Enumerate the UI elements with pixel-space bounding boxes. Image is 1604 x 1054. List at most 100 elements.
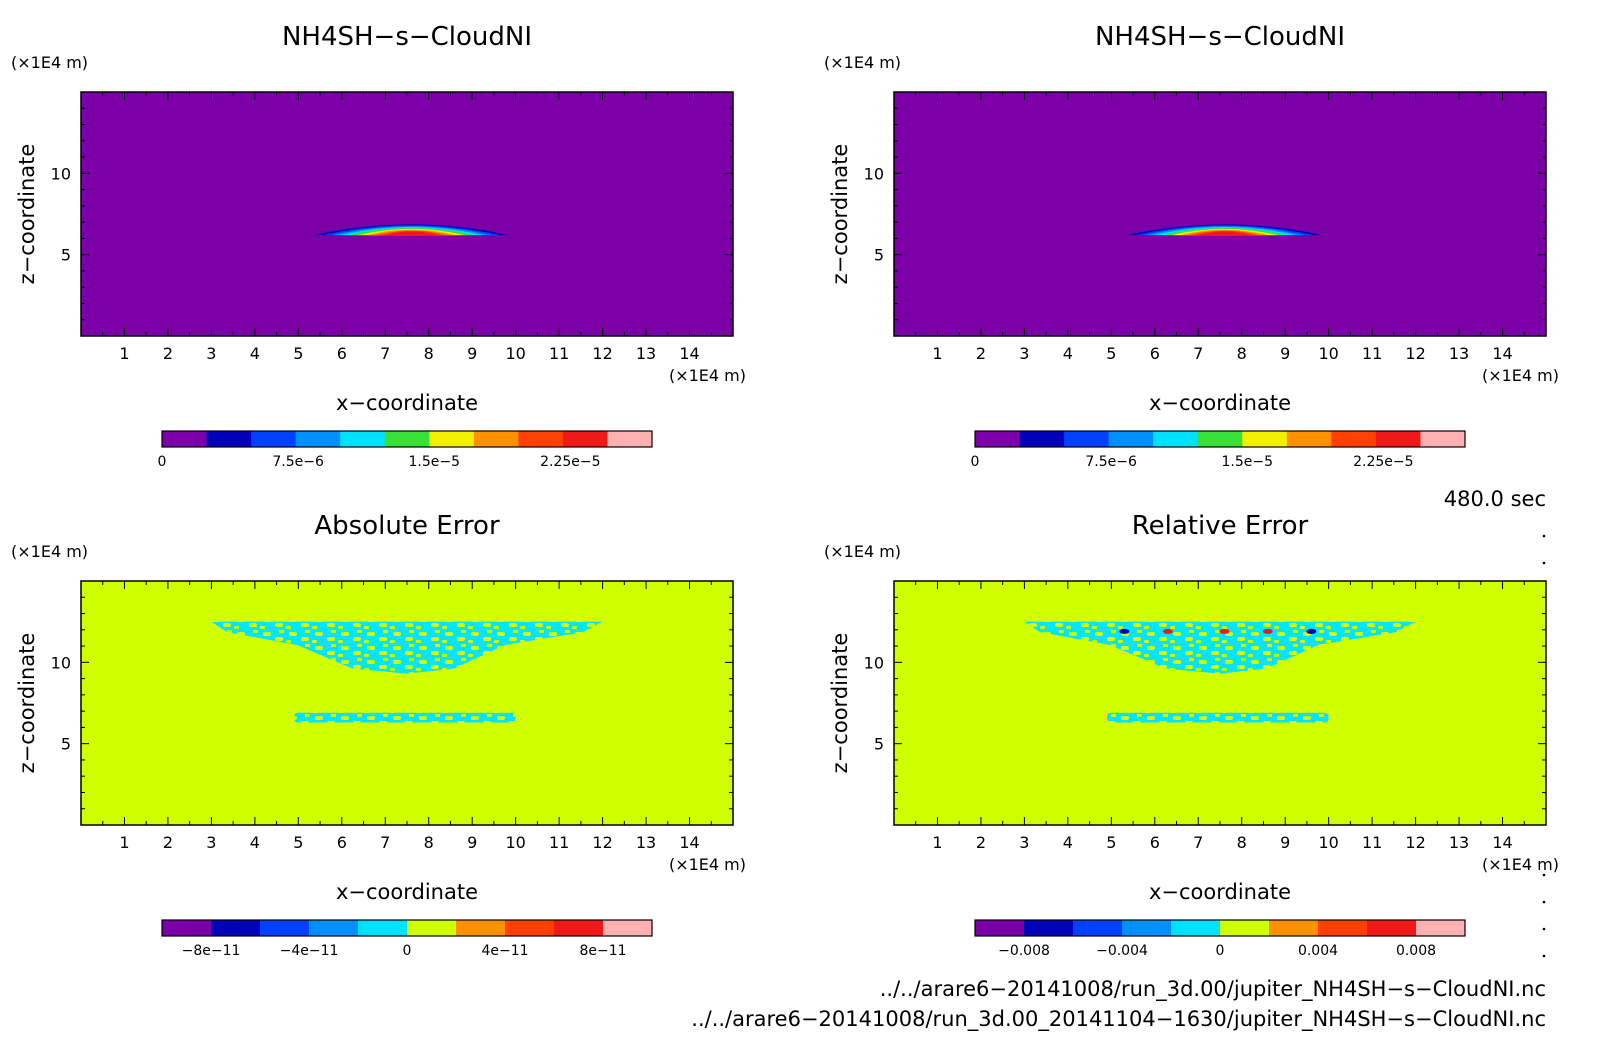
colorbar: 0 7.5e−6 1.5e−5 2.25e−5: [158, 430, 653, 470]
colorbar-label: 1.5e−5: [1221, 454, 1273, 470]
error-speckle-lower: [1106, 712, 1329, 723]
colorbar-label: 8e−11: [579, 943, 626, 959]
colorbar-frame: [974, 430, 1466, 448]
y-axis-label: z−coordinate: [828, 633, 852, 774]
x-tick-label: 6: [337, 833, 347, 852]
x-tick-label: 12: [592, 344, 612, 363]
x-tick-label: 6: [337, 344, 347, 363]
field-layer: [313, 224, 510, 236]
colorbar-swatch: [1420, 431, 1466, 447]
colorbar-swatch: [518, 431, 564, 447]
colorbar-swatch: [1286, 431, 1332, 447]
margin-dot: [1542, 954, 1546, 958]
colorbar-swatch: [1019, 431, 1065, 447]
x-tick-label: 4: [250, 833, 260, 852]
x-axis-label: x−coordinate: [336, 391, 478, 415]
x-tick-label: 1: [119, 833, 129, 852]
z-unit-label: (×1E4 m): [824, 542, 901, 561]
panel-1: NH4SH−s−CloudNI(×1E4 m)1 2 3 4 5 6 7 8 9 10 11 12 13…: [11, 22, 746, 470]
x-axis-label: x−coordinate: [336, 880, 478, 904]
colorbar-swatch: [473, 431, 519, 447]
x-tick-label: 9: [467, 833, 477, 852]
colorbar-swatch: [358, 920, 408, 936]
plot-area: [81, 581, 733, 825]
colorbar-swatch: [295, 431, 341, 447]
colorbar-label: −0.004: [1096, 943, 1148, 959]
colorbar-swatch: [162, 431, 208, 447]
y-tick-label: 5: [61, 246, 71, 265]
colorbar-frame: [161, 919, 653, 937]
field-layer: [211, 621, 603, 723]
colorbar-swatch: [562, 431, 608, 447]
colorbar-swatch: [1171, 920, 1221, 936]
x-tick-label: 4: [1063, 344, 1073, 363]
x-tick-label: 14: [679, 833, 699, 852]
colorbar-swatch: [505, 920, 555, 936]
x-tick-label: 9: [1280, 344, 1290, 363]
colorbar-label: 1.5e−5: [408, 454, 460, 470]
x-tick-label: 6: [1150, 344, 1160, 363]
error-spot: [1219, 628, 1230, 634]
cloud-contour-9: [1197, 231, 1251, 236]
y-tick-label: 10: [51, 653, 71, 672]
colorbar-frame: [974, 919, 1466, 937]
x-tick-label: 5: [293, 833, 303, 852]
colorbar-swatch: [251, 431, 297, 447]
x-tick-label: 5: [1106, 344, 1116, 363]
y-axis-label: z−coordinate: [15, 633, 39, 774]
x-tick-label: 2: [976, 833, 986, 852]
colorbar-frame: [161, 430, 653, 448]
colorbar-swatch: [1108, 431, 1154, 447]
colorbar-swatch: [1122, 920, 1172, 936]
colorbar-label: 4e−11: [481, 943, 528, 959]
colorbar-swatch: [1416, 920, 1466, 936]
x-tick-label: 14: [679, 344, 699, 363]
panel-title: NH4SH−s−CloudNI: [282, 22, 532, 52]
colorbar-swatch: [975, 920, 1025, 936]
error-spot: [1119, 628, 1130, 634]
colorbar-label: 2.25e−5: [1353, 454, 1413, 470]
margin-dot: [1542, 561, 1546, 565]
x-tick-label: 5: [1106, 833, 1116, 852]
error-speckle-lower: [293, 712, 516, 723]
x-tick-label: 8: [424, 833, 434, 852]
x-unit-label: (×1E4 m): [1482, 855, 1559, 874]
x-tick-label: 10: [1318, 833, 1338, 852]
x-tick-label: 1: [932, 833, 942, 852]
x-unit-label: (×1E4 m): [669, 855, 746, 874]
margin-dot: [1542, 927, 1546, 931]
colorbar-label: 0: [971, 454, 980, 470]
y-tick-label: 10: [51, 164, 71, 183]
x-tick-label: 11: [1362, 833, 1382, 852]
x-tick-label: 9: [1280, 833, 1290, 852]
colorbar-label: 0: [158, 454, 167, 470]
x-tick-label: 1: [932, 344, 942, 363]
colorbar-label: 0.008: [1396, 943, 1436, 959]
x-tick-label: 1: [119, 344, 129, 363]
x-tick-label: 2: [976, 344, 986, 363]
colorbar-swatch: [1242, 431, 1288, 447]
colorbar: −0.008 −0.004 0 0.004 0.008: [974, 919, 1466, 959]
field-layer: [1024, 621, 1416, 723]
colorbar-swatch: [206, 431, 252, 447]
plot-area: [81, 92, 733, 336]
colorbar-swatch: [1367, 920, 1417, 936]
colorbar-swatch: [1064, 431, 1110, 447]
x-tick-label: 5: [293, 344, 303, 363]
plot-area: [894, 581, 1546, 825]
error-speckle-upper: [1024, 621, 1416, 674]
x-tick-label: 3: [1019, 833, 1029, 852]
x-unit-label: (×1E4 m): [669, 366, 746, 385]
colorbar-swatch: [211, 920, 261, 936]
colorbar-swatch: [1220, 920, 1270, 936]
colorbar-swatch: [429, 431, 475, 447]
y-tick-label: 10: [864, 653, 884, 672]
colorbar-label: −8e−11: [182, 943, 241, 959]
file-path-2: ../../arare6−20141008/run_3d.00_20141104…: [691, 1007, 1546, 1032]
x-tick-label: 13: [636, 833, 656, 852]
colorbar-swatch: [384, 431, 430, 447]
x-tick-label: 14: [1492, 344, 1512, 363]
panel-4: Relative Error(×1E4 m)1 2 3 4 5 6 7 8 9 10 11 12 13 1…: [824, 511, 1559, 959]
x-tick-label: 13: [1449, 344, 1469, 363]
colorbar-swatch: [407, 920, 457, 936]
